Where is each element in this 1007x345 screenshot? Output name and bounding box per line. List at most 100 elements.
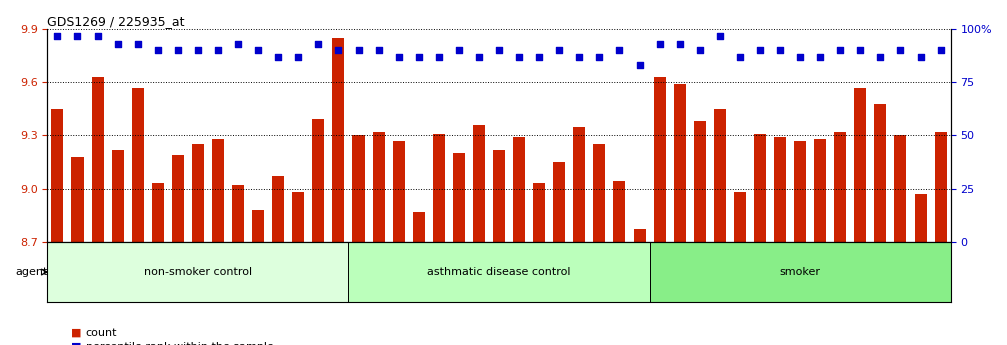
Bar [934, 132, 947, 242]
Bar [332, 38, 344, 242]
Point [611, 48, 627, 53]
Point [872, 54, 888, 60]
Point [230, 41, 246, 47]
Bar [874, 104, 886, 242]
Bar [312, 119, 324, 242]
Bar [352, 136, 365, 242]
Point [90, 33, 106, 38]
Bar [834, 132, 846, 242]
Point [391, 54, 407, 60]
Bar [172, 155, 184, 242]
Point [290, 54, 306, 60]
Point [130, 41, 146, 47]
Bar [654, 77, 666, 242]
Bar [633, 229, 645, 242]
Bar [92, 77, 104, 242]
Bar [774, 137, 786, 242]
Point [471, 54, 487, 60]
Bar [795, 141, 807, 242]
Point [672, 41, 688, 47]
Text: agent: agent [15, 267, 47, 277]
Point [371, 48, 387, 53]
Point [692, 48, 708, 53]
Point [250, 48, 266, 53]
Point [330, 48, 346, 53]
Bar [393, 141, 405, 242]
Point [752, 48, 768, 53]
Point [491, 48, 508, 53]
Text: GDS1269 / 225935_at: GDS1269 / 225935_at [47, 15, 185, 28]
Point [793, 54, 809, 60]
Bar [593, 144, 605, 242]
Bar [553, 162, 565, 242]
Point [932, 48, 949, 53]
Text: ■: ■ [70, 342, 81, 345]
Point [832, 48, 848, 53]
Point [551, 48, 567, 53]
Text: asthmatic disease control: asthmatic disease control [427, 267, 571, 277]
Point [350, 48, 367, 53]
Point [209, 48, 226, 53]
Point [451, 48, 467, 53]
Text: smoker: smoker [779, 267, 821, 277]
Point [812, 54, 828, 60]
Point [852, 48, 868, 53]
Text: percentile rank within the sample: percentile rank within the sample [86, 342, 274, 345]
Bar [473, 125, 485, 242]
Bar [252, 210, 264, 242]
Text: ■: ■ [70, 328, 81, 338]
Bar [573, 127, 585, 242]
Point [411, 54, 427, 60]
Point [631, 62, 648, 68]
Point [652, 41, 668, 47]
Point [531, 54, 547, 60]
Point [190, 48, 206, 53]
Bar [192, 144, 204, 242]
Point [772, 48, 788, 53]
Point [892, 48, 908, 53]
Point [310, 41, 326, 47]
Point [511, 54, 527, 60]
Bar [453, 153, 465, 242]
Point [110, 41, 126, 47]
Text: count: count [86, 328, 117, 338]
Bar [112, 150, 124, 242]
Point [270, 54, 286, 60]
Point [912, 54, 928, 60]
Bar [232, 185, 244, 242]
Bar [493, 150, 506, 242]
Bar [152, 183, 164, 242]
Bar [433, 134, 445, 242]
Bar [754, 134, 766, 242]
Point [150, 48, 166, 53]
Bar [674, 84, 686, 242]
Bar [51, 109, 63, 242]
Point [571, 54, 587, 60]
Bar [814, 139, 826, 242]
FancyBboxPatch shape [47, 242, 348, 303]
Bar [894, 136, 906, 242]
Bar [734, 192, 746, 242]
Bar [373, 132, 385, 242]
Bar [413, 211, 425, 242]
Point [591, 54, 607, 60]
Bar [533, 183, 545, 242]
Bar [914, 194, 926, 242]
Text: non-smoker control: non-smoker control [144, 267, 252, 277]
Bar [132, 88, 144, 242]
Bar [854, 88, 866, 242]
Bar [71, 157, 84, 242]
FancyBboxPatch shape [348, 242, 650, 303]
Bar [714, 109, 726, 242]
Bar [613, 181, 625, 242]
FancyBboxPatch shape [650, 242, 951, 303]
Bar [292, 192, 304, 242]
Point [732, 54, 748, 60]
Point [49, 33, 65, 38]
Point [431, 54, 447, 60]
Point [170, 48, 186, 53]
Bar [694, 121, 706, 242]
Point [69, 33, 86, 38]
Bar [272, 176, 284, 242]
Point [712, 33, 728, 38]
